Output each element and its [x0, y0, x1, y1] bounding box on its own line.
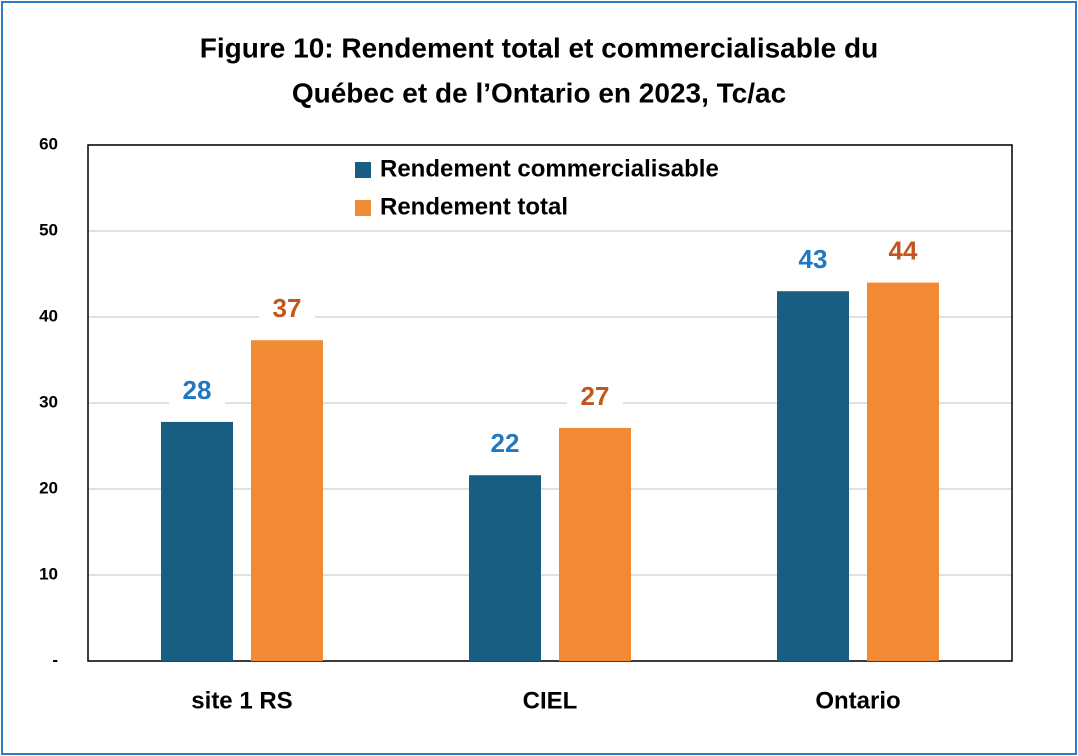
- bar: [251, 340, 323, 661]
- y-tick-label: 30: [39, 392, 58, 411]
- value-label: 27: [581, 381, 610, 411]
- bar: [559, 427, 631, 661]
- value-label-bg: [567, 379, 623, 414]
- y-tick-label: 20: [39, 478, 58, 497]
- y-tick-label: 10: [39, 564, 58, 583]
- legend-swatch: [355, 200, 371, 216]
- bar: [867, 282, 939, 661]
- y-tick-label: 40: [39, 306, 58, 325]
- value-label-bg: [259, 292, 315, 327]
- y-tick-label: -: [52, 650, 58, 669]
- y-tick-label: 60: [39, 134, 58, 153]
- plot-border: [87, 144, 1013, 662]
- value-label: 37: [273, 293, 302, 323]
- value-label: 44: [889, 235, 918, 265]
- x-tick-label: CIEL: [523, 687, 578, 714]
- x-tick-label: Ontario: [815, 687, 900, 714]
- value-label-bg: [477, 427, 533, 462]
- bar: [469, 475, 541, 661]
- value-label-bg: [785, 243, 841, 278]
- x-tick-label: site 1 RS: [191, 687, 292, 714]
- legend-swatch: [355, 162, 371, 178]
- chart-title: Figure 10: Rendement total et commercial…: [200, 32, 878, 63]
- legend-label: Rendement commercialisable: [380, 155, 719, 182]
- legend-label: Rendement total: [380, 193, 568, 220]
- value-label: 22: [491, 428, 520, 458]
- y-tick-label: 50: [39, 220, 58, 239]
- value-label-bg: [169, 373, 225, 408]
- value-label-bg: [875, 234, 931, 269]
- chart-title: Québec et de l’Ontario en 2023, Tc/ac: [292, 77, 786, 108]
- value-label: 43: [799, 244, 828, 274]
- value-label: 28: [183, 375, 212, 405]
- bar: [161, 421, 233, 661]
- bar: [777, 291, 849, 661]
